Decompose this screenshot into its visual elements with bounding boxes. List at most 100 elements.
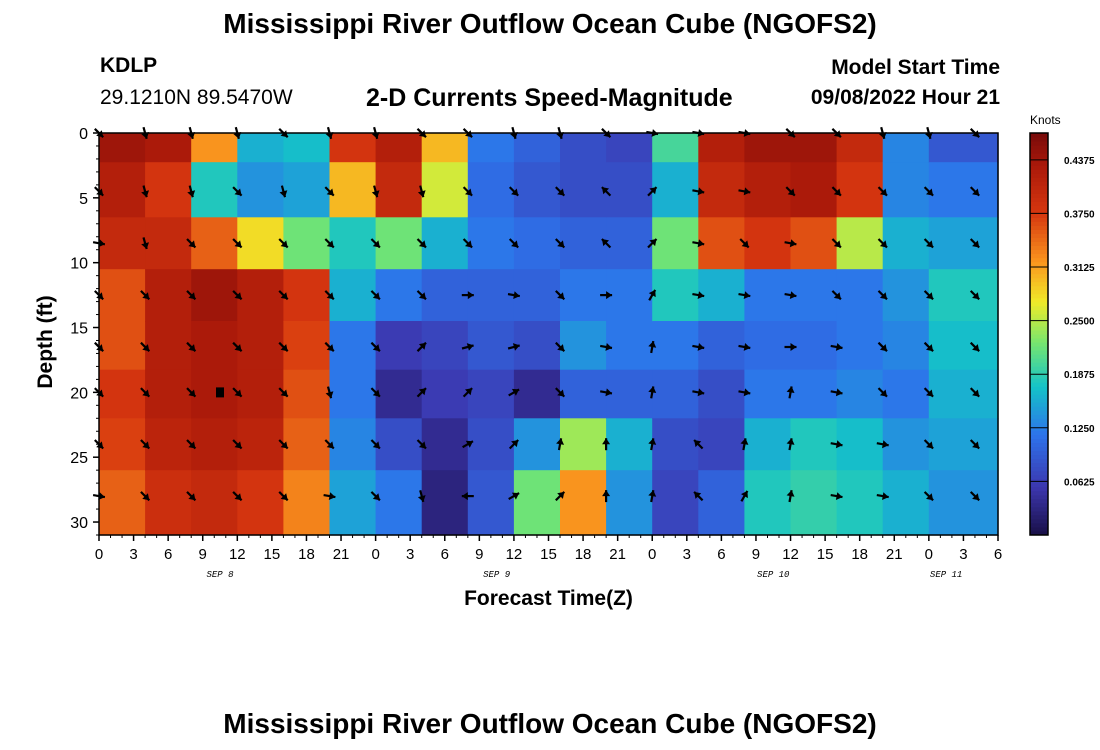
- current-arrowhead: [605, 343, 612, 351]
- current-arrowhead: [234, 344, 242, 352]
- colorbar-band: [1030, 145, 1048, 150]
- current-arrowhead: [741, 240, 749, 248]
- heat-cell: [790, 162, 838, 218]
- colorbar-band: [1030, 338, 1048, 343]
- heat-cell: [421, 133, 469, 163]
- current-arrowhead: [789, 291, 797, 299]
- colorbar-band: [1030, 149, 1048, 154]
- colorbar-tick-label: 0.4375: [1064, 156, 1095, 167]
- current-arrowhead: [833, 188, 841, 196]
- colorbar-band: [1030, 141, 1048, 146]
- current-arrowhead: [418, 240, 426, 248]
- colorbar-band: [1030, 241, 1048, 247]
- heat-cell: [606, 217, 653, 270]
- heat-cell: [375, 418, 423, 471]
- station-id: KDLP: [100, 54, 158, 77]
- heat-cell: [283, 321, 331, 371]
- current-arrowhead: [372, 389, 380, 397]
- heat-cell: [145, 162, 192, 218]
- heat-cell: [744, 369, 792, 419]
- current-arrowhead: [835, 492, 843, 500]
- heat-cell: [375, 321, 423, 371]
- colorbar-band: [1030, 233, 1048, 239]
- colorbar-band: [1030, 514, 1048, 520]
- heat-cell: [882, 418, 930, 471]
- heat-cell: [560, 269, 607, 322]
- colorbar-band: [1030, 321, 1048, 327]
- heat-cell: [283, 133, 331, 163]
- current-arrowhead: [879, 240, 887, 248]
- y-tick-label: 20: [70, 385, 88, 402]
- current-arrowhead: [512, 343, 520, 351]
- colorbar-band: [1030, 350, 1048, 355]
- heat-cell: [513, 269, 561, 322]
- colorbar-band: [1030, 446, 1048, 452]
- colorbar-band: [1030, 434, 1048, 440]
- current-arrowhead: [511, 440, 519, 448]
- current-arrowhead: [972, 493, 980, 501]
- heat-cell: [652, 162, 699, 218]
- current-arrowhead: [697, 291, 705, 299]
- x-axis-label: Forecast Time(Z): [464, 587, 633, 610]
- colorbar-band: [1030, 394, 1048, 399]
- colorbar-band: [1030, 458, 1048, 464]
- x-tick-label: 0: [925, 546, 933, 563]
- colorbar-band: [1030, 165, 1048, 170]
- x-tick-label: 9: [199, 546, 207, 563]
- heat-cell: [99, 418, 146, 471]
- heat-cell: [99, 321, 146, 371]
- current-arrowhead: [234, 389, 242, 397]
- x-tick-label: 12: [506, 546, 523, 563]
- heat-cell: [790, 470, 838, 536]
- current-arrowhead: [234, 292, 242, 300]
- current-arrowhead: [972, 441, 980, 449]
- current-arrowhead: [835, 343, 843, 351]
- current-arrowhead: [697, 239, 705, 248]
- colorbar-frame: [1029, 132, 1049, 536]
- heat-cell: [237, 369, 284, 419]
- current-arrowhead: [142, 344, 150, 352]
- heat-cell: [421, 269, 469, 322]
- date-label: SEP 8: [207, 570, 235, 580]
- colorbar-band: [1030, 245, 1048, 251]
- colorbar-band: [1030, 329, 1048, 335]
- x-tick-label: 15: [264, 546, 281, 563]
- colorbar-band: [1030, 249, 1048, 255]
- colorbar-band: [1030, 530, 1048, 536]
- colorbar-band: [1030, 169, 1048, 174]
- current-arrowhead: [743, 343, 751, 351]
- x-tick-label: 18: [575, 546, 592, 563]
- heat-cell: [928, 470, 999, 536]
- colorbar-band: [1030, 362, 1048, 367]
- colorbar-band: [1030, 426, 1048, 431]
- heat-cell: [329, 162, 377, 218]
- date-label: SEP 10: [757, 570, 790, 580]
- current-arrowhead: [141, 190, 149, 198]
- colorbar-band: [1030, 474, 1048, 480]
- heat-cell: [283, 470, 331, 536]
- current-arrowhead: [417, 495, 426, 502]
- colorbar-band: [1030, 181, 1048, 186]
- current-arrowhead: [926, 292, 934, 300]
- heat-cell: [329, 133, 377, 163]
- current-arrowhead: [142, 493, 150, 501]
- colorbar-band: [1030, 289, 1048, 295]
- heat-cell: [606, 369, 653, 419]
- colorbar-band: [1030, 273, 1048, 279]
- colorbar-band: [1030, 225, 1048, 230]
- current-arrowhead: [972, 389, 980, 397]
- heat-cell: [191, 133, 238, 163]
- colorbar-band: [1030, 217, 1048, 222]
- heat-cell: [882, 162, 930, 218]
- heat-cell: [99, 470, 146, 536]
- current-arrowhead: [417, 190, 426, 198]
- heat-cell: [283, 269, 331, 322]
- heat-cell: [99, 133, 146, 163]
- model-start-value: 09/08/2022 Hour 21: [810, 86, 1000, 109]
- current-arrowhead: [326, 344, 334, 352]
- colorbar-tick-label: 0.0625: [1064, 477, 1095, 488]
- heat-cell: [467, 418, 515, 471]
- colorbar-band: [1030, 494, 1048, 500]
- heat-cell: [560, 369, 607, 419]
- colorbar-unit-label: Knots: [1030, 113, 1061, 127]
